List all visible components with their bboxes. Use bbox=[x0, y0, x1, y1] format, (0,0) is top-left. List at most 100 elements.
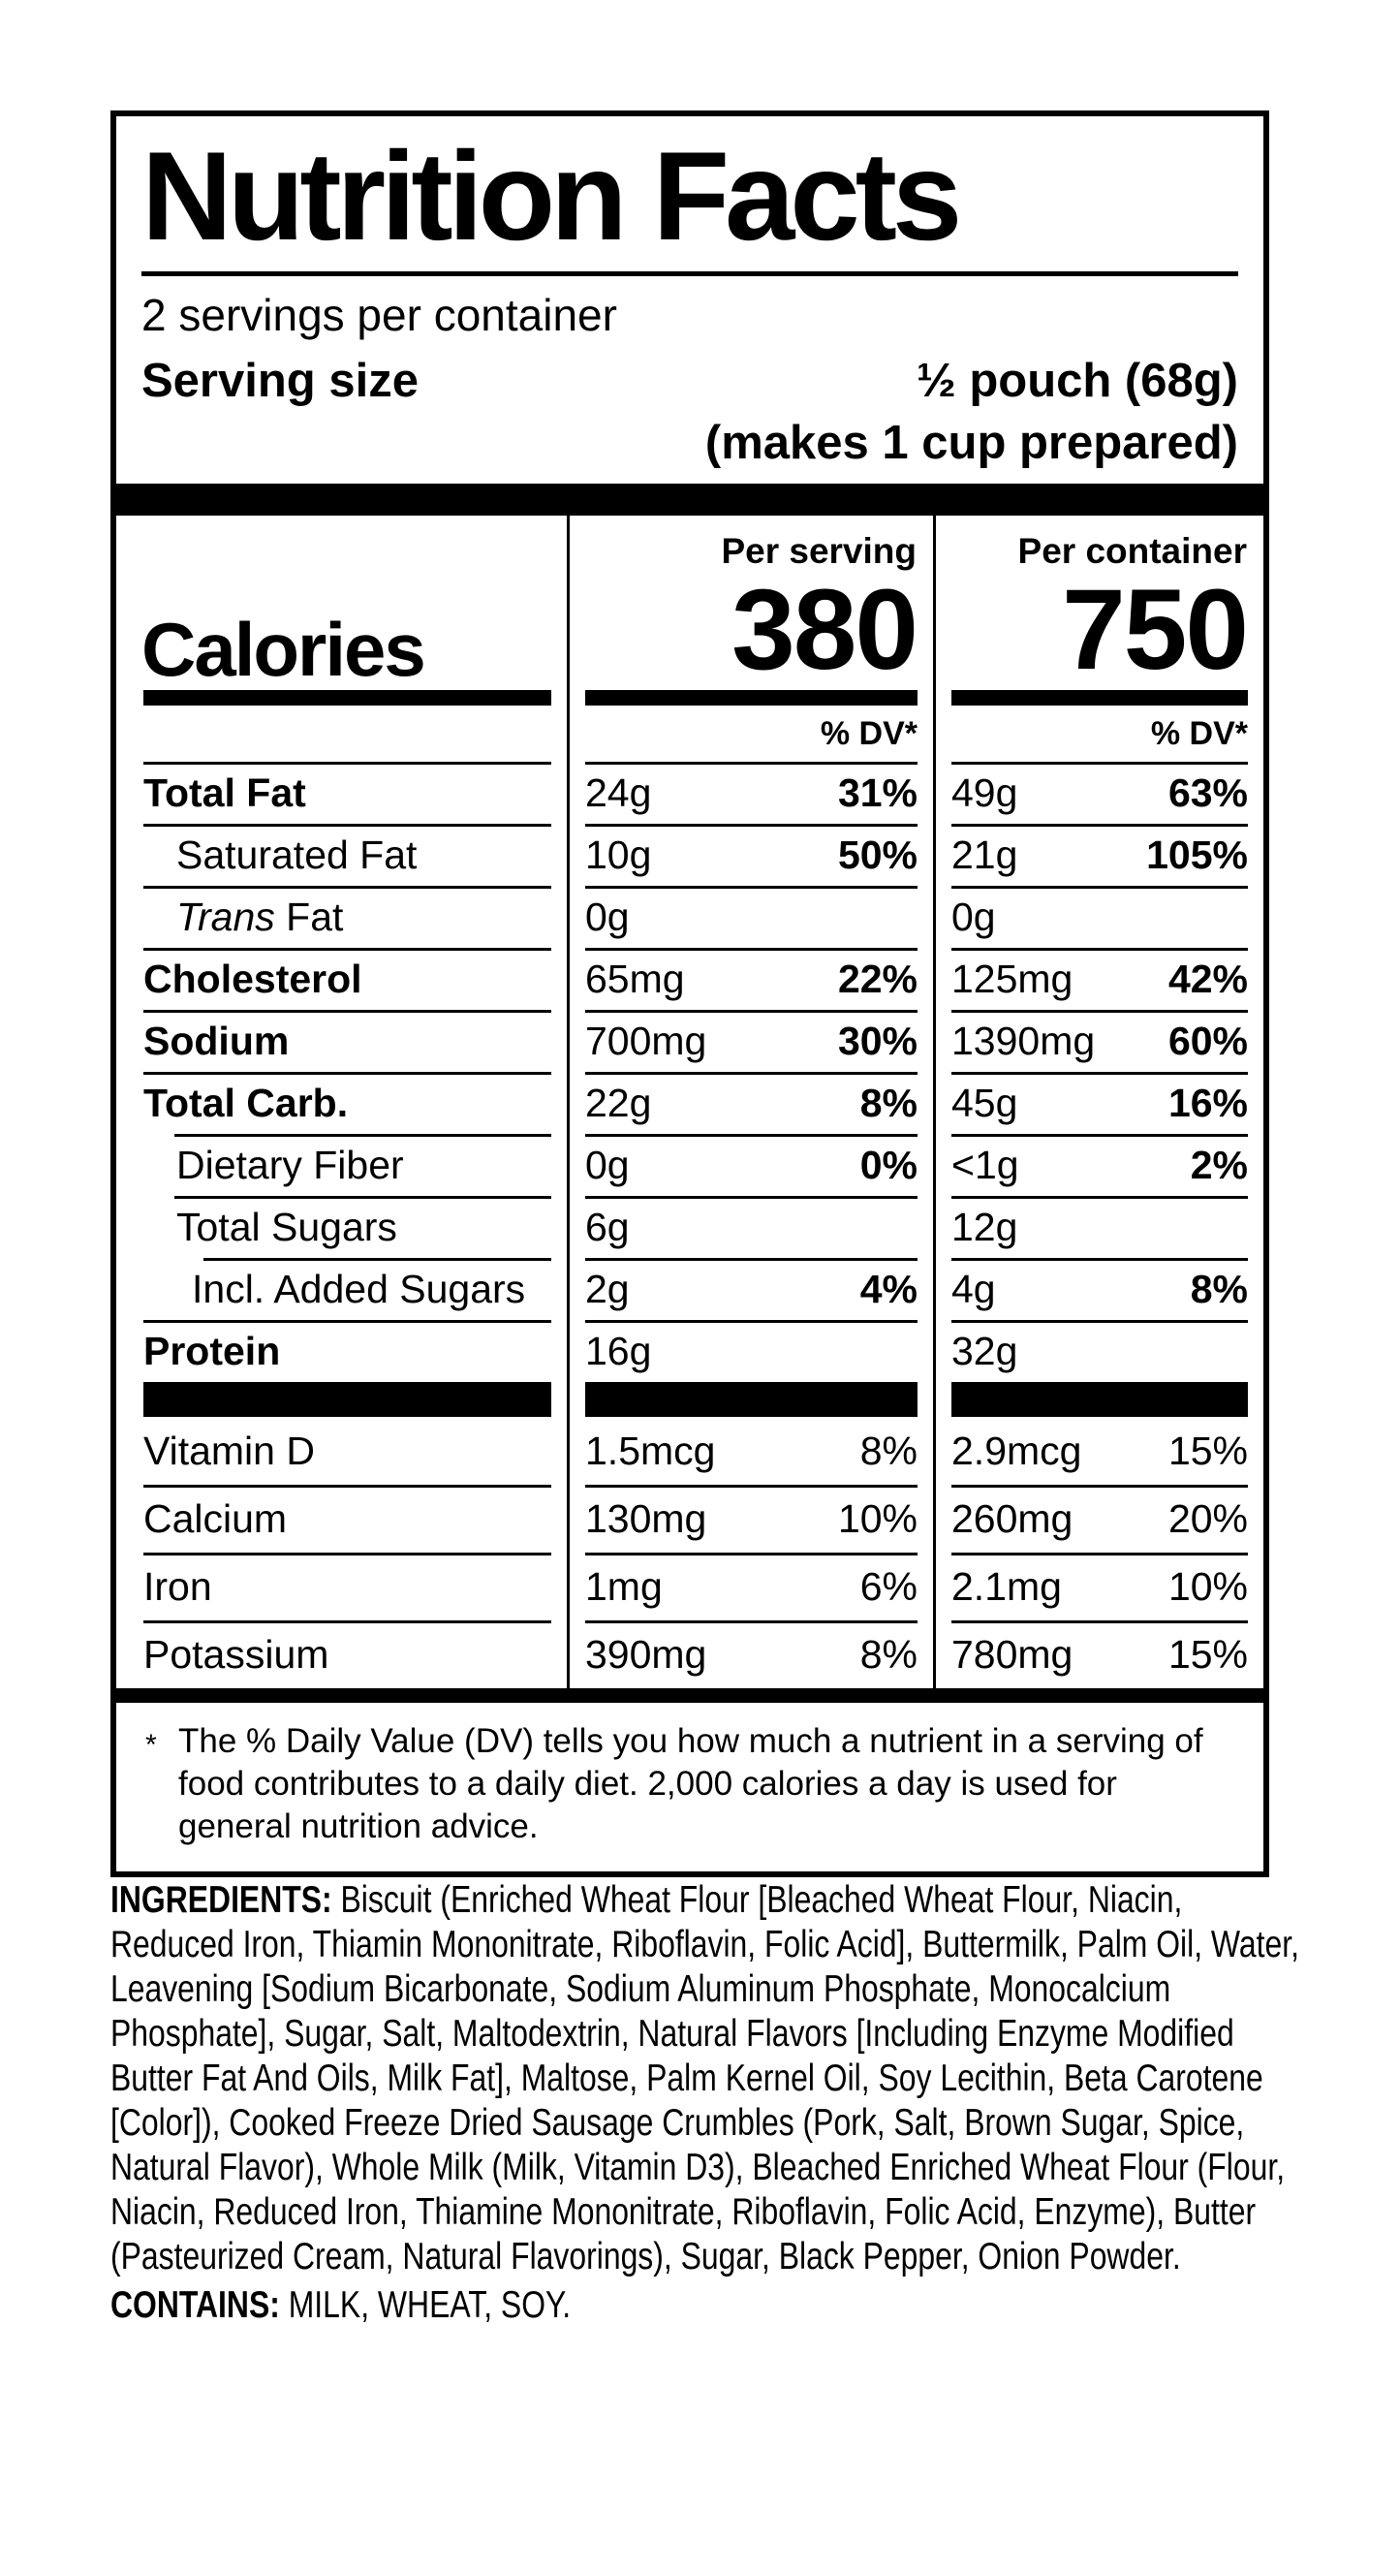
per-container-cell: 2.9mcg 15% bbox=[933, 1417, 1263, 1485]
nutrient-row-total-fat: Total Fat 24g 31% 49g 63% bbox=[116, 762, 1263, 824]
serving-size-label: Serving size bbox=[141, 355, 419, 407]
daily-value: 22% bbox=[837, 956, 918, 1001]
nutrient-row-sodium: Sodium 700mg 30% 1390mg 60% bbox=[116, 1010, 1263, 1072]
amount: 700mg bbox=[585, 1018, 707, 1063]
per-serving-cell: 2g 4% bbox=[567, 1258, 933, 1320]
per-container-cell: 49g 63% bbox=[933, 762, 1263, 824]
amount: 0g bbox=[585, 894, 630, 939]
amount: 260mg bbox=[951, 1495, 1073, 1541]
footnote-asterisk: * bbox=[145, 1729, 157, 1761]
vitamin-row-iron: Iron 1mg 6% 2.1mg 10% bbox=[116, 1553, 1263, 1620]
amount: 0g bbox=[951, 894, 996, 939]
nutrition-facts-panel: Nutrition Facts 2 servings per container… bbox=[110, 110, 1269, 1877]
dv-header-container: % DV* bbox=[933, 706, 1263, 762]
per-container-cell: 125mg 42% bbox=[933, 948, 1263, 1010]
amount: 12g bbox=[951, 1204, 1018, 1249]
nutrient-row-total-carb: Total Carb. 22g 8% 45g 16% bbox=[116, 1072, 1263, 1134]
nutrient-row-saturated-fat: Saturated Fat 10g 50% 21g 105% bbox=[116, 824, 1263, 886]
nutrient-name: Total Sugars bbox=[116, 1196, 567, 1258]
daily-value: 8% bbox=[859, 1428, 918, 1473]
nutrient-name: Potassium bbox=[116, 1620, 567, 1688]
thick-separator-bar bbox=[116, 484, 1263, 516]
amount: 2g bbox=[585, 1266, 630, 1311]
per-container-cell: 780mg 15% bbox=[933, 1620, 1263, 1688]
per-container-cell: 45g 16% bbox=[933, 1072, 1263, 1134]
daily-value: 8% bbox=[1190, 1266, 1248, 1311]
nutrient-name: Incl. Added Sugars bbox=[116, 1258, 567, 1320]
amount: 10g bbox=[585, 832, 652, 877]
amount: 780mg bbox=[951, 1631, 1073, 1677]
amount: 1.5mcg bbox=[585, 1428, 716, 1473]
ingredients-text: Biscuit (Enriched Wheat Flour [Bleached … bbox=[110, 1879, 1299, 2278]
dv-header-spacer bbox=[116, 706, 567, 762]
amount: 22g bbox=[585, 1080, 652, 1125]
per-serving-cell: 130mg 10% bbox=[567, 1485, 933, 1553]
serving-size-value: ½ pouch (68g) bbox=[916, 355, 1238, 407]
daily-value-header-row: % DV* % DV* bbox=[116, 706, 1263, 762]
nutrient-name: Total Carb. bbox=[116, 1072, 567, 1134]
daily-value: 15% bbox=[1167, 1428, 1248, 1473]
ingredients-statement: INGREDIENTS: Biscuit (Enriched Wheat Flo… bbox=[110, 1878, 1299, 2279]
per-serving-cell: 1.5mcg 8% bbox=[567, 1417, 933, 1485]
nutrient-name: Sodium bbox=[116, 1010, 567, 1072]
daily-value: 10% bbox=[1167, 1563, 1248, 1609]
daily-value: 8% bbox=[859, 1631, 918, 1677]
vitamin-row-potassium: Potassium 390mg 8% 780mg 15% bbox=[116, 1620, 1263, 1688]
per-container-cell: 21g 105% bbox=[933, 824, 1263, 886]
contains-text: MILK, WHEAT, SOY. bbox=[288, 2284, 572, 2326]
nutrient-name: Calcium bbox=[116, 1485, 567, 1553]
amount: 32g bbox=[951, 1328, 1018, 1373]
vitamin-separator-row bbox=[116, 1382, 1263, 1417]
per-container-cell: 12g bbox=[933, 1196, 1263, 1258]
amount: 1mg bbox=[585, 1563, 663, 1609]
nutrient-name: Saturated Fat bbox=[116, 824, 567, 886]
per-container-cell: 0g bbox=[933, 886, 1263, 948]
amount: 21g bbox=[951, 832, 1018, 877]
calories-label: Calories bbox=[141, 607, 426, 692]
nutrient-name: Dietary Fiber bbox=[116, 1134, 567, 1196]
amount: 0g bbox=[585, 1142, 630, 1187]
amount: 1390mg bbox=[951, 1018, 1096, 1063]
ingredients-section: INGREDIENTS: Biscuit (Enriched Wheat Flo… bbox=[110, 1878, 1299, 2328]
footnote-text: The % Daily Value (DV) tells you how muc… bbox=[178, 1722, 1203, 1845]
nutrient-name: Trans Fat bbox=[116, 886, 567, 948]
nutrient-row-dietary-fiber: Dietary Fiber 0g 0% <1g 2% bbox=[116, 1134, 1263, 1196]
calories-label-cell: Calories bbox=[116, 516, 567, 690]
dv-header-serving: % DV* bbox=[567, 706, 933, 762]
amount: 2.1mg bbox=[951, 1563, 1062, 1609]
per-serving-cell: 6g bbox=[567, 1196, 933, 1258]
daily-value: 30% bbox=[837, 1018, 918, 1063]
vitamin-row-vitamin-d: Vitamin D 1.5mcg 8% 2.9mcg 15% bbox=[116, 1417, 1263, 1485]
per-serving-cell: 390mg 8% bbox=[567, 1620, 933, 1688]
daily-value: 16% bbox=[1167, 1080, 1248, 1125]
nutrient-name: Cholesterol bbox=[116, 948, 567, 1010]
per-serving-cell: 10g 50% bbox=[567, 824, 933, 886]
calories-per-serving-value: 380 bbox=[731, 566, 918, 694]
vitamin-row-calcium: Calcium 130mg 10% 260mg 20% bbox=[116, 1485, 1263, 1553]
daily-value: 105% bbox=[1146, 832, 1248, 877]
title-divider bbox=[141, 271, 1238, 276]
per-serving-underline bbox=[567, 690, 933, 706]
per-container-cell: 2.1mg 10% bbox=[933, 1553, 1263, 1620]
nutrient-row-total-sugars: Total Sugars 6g 12g bbox=[116, 1196, 1263, 1258]
daily-value: 42% bbox=[1167, 956, 1248, 1001]
nutrient-row-trans-fat: Trans Fat 0g 0g bbox=[116, 886, 1263, 948]
per-container-cell: 32g bbox=[933, 1320, 1263, 1382]
amount: 45g bbox=[951, 1080, 1018, 1125]
amount: 49g bbox=[951, 770, 1018, 815]
per-serving-cell: 65mg 22% bbox=[567, 948, 933, 1010]
per-container-cell: <1g 2% bbox=[933, 1134, 1263, 1196]
separator-bar bbox=[116, 1382, 567, 1417]
contains-statement: CONTAINS: MILK, WHEAT, SOY. bbox=[110, 2283, 1299, 2328]
calories-row: Calories Per serving 380 Per container 7… bbox=[116, 516, 1263, 690]
nutrient-row-protein: Protein 16g 32g bbox=[116, 1320, 1263, 1382]
daily-value: 63% bbox=[1167, 770, 1248, 815]
per-serving-cell: 16g bbox=[567, 1320, 933, 1382]
amount: 6g bbox=[585, 1204, 630, 1249]
nutrient-name: Iron bbox=[116, 1553, 567, 1620]
calories-underline-row bbox=[116, 690, 1263, 706]
contains-label: CONTAINS: bbox=[110, 2284, 280, 2326]
amount: 390mg bbox=[585, 1631, 707, 1677]
calories-per-container-value: 750 bbox=[1062, 566, 1249, 694]
ingredients-label: INGREDIENTS: bbox=[110, 1879, 332, 1921]
